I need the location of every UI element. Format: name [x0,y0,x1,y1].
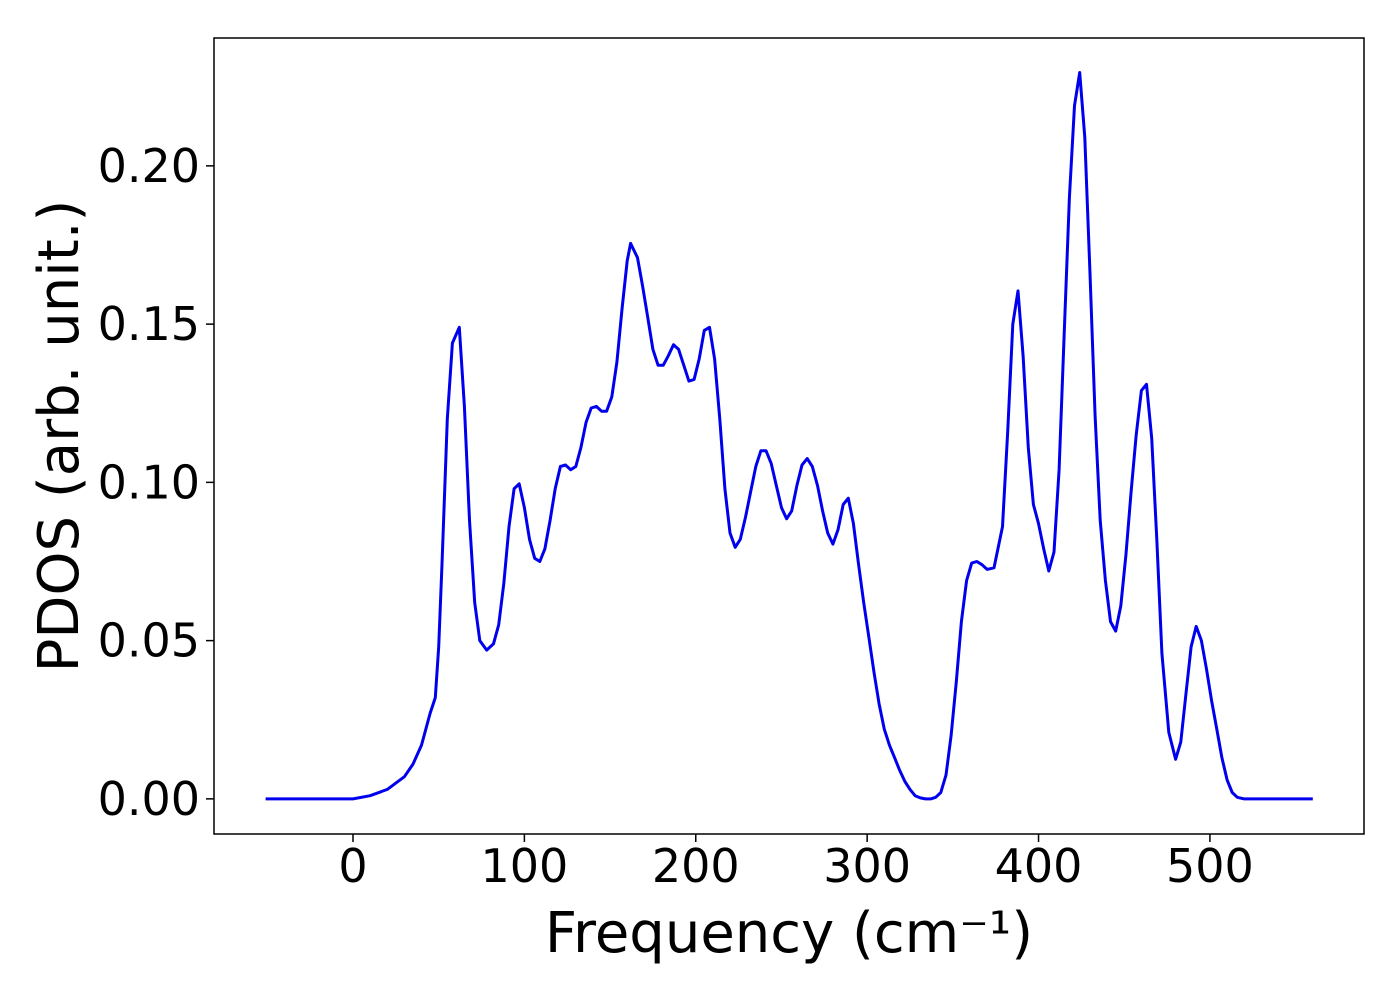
pdos-line [265,71,1313,801]
x-tick-label: 300 [823,839,911,893]
x-tick-label: 500 [1166,839,1254,893]
x-axis-label: Frequency (cm⁻¹) [545,901,1033,966]
y-axis-label: PDOS (arb. unit.) [27,200,92,673]
plot-frame [213,37,1365,835]
x-tick-label: 400 [995,839,1083,893]
x-tick-label: 100 [480,839,568,893]
y-tick-label: 0.20 [98,139,200,193]
x-tick-label: 0 [338,839,367,893]
x-tick-label: 200 [652,839,740,893]
y-tick-label: 0.00 [98,772,200,826]
y-tick-label: 0.15 [98,297,200,351]
y-tick-label: 0.05 [98,614,200,668]
y-tick-label: 0.10 [98,455,200,509]
